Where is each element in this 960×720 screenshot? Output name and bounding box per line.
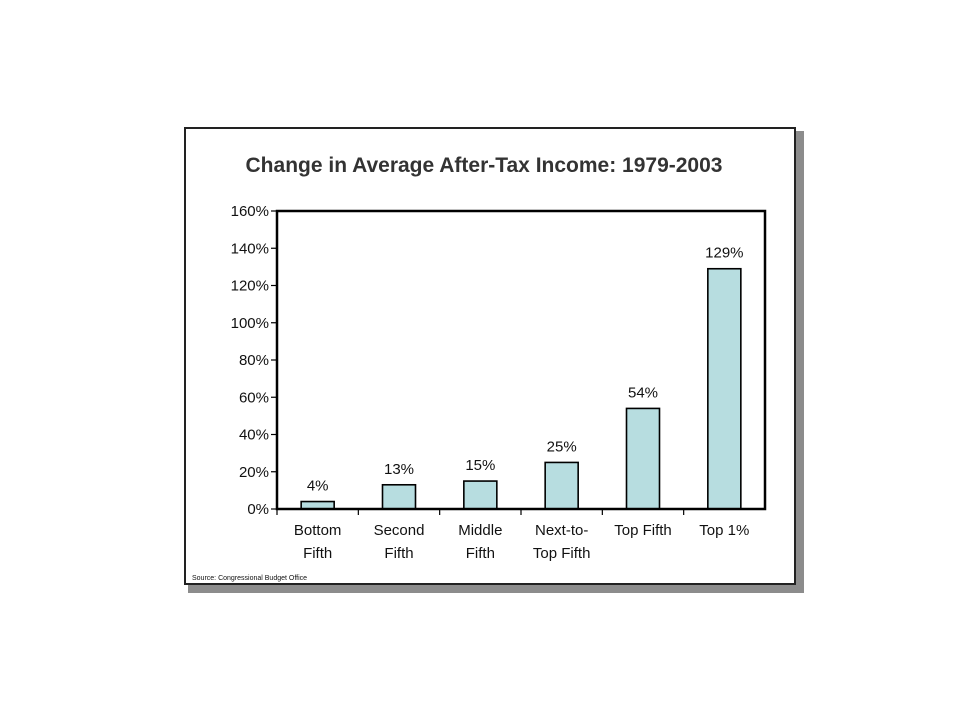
y-tick-label: 40% [239,427,269,444]
data-label: 4% [307,478,329,495]
chart-svg: Change in Average After-Tax Income: 1979… [231,154,767,562]
x-category-label: Middle [458,522,502,539]
x-category-label: Bottom [294,522,342,539]
y-tick-label: 60% [239,389,269,406]
plot-area-frame [275,209,767,511]
y-tick-label: 80% [239,352,269,369]
bar [544,461,579,510]
y-tick-label: 120% [231,278,269,295]
data-label: 15% [465,457,495,474]
x-category-label: Fifth [303,545,332,562]
y-tick-label: 100% [231,315,269,332]
x-category-label: Top 1% [699,522,749,539]
source-note: Source: Congressional Budget Office [192,575,308,582]
bar [463,480,498,510]
x-category-label: Fifth [384,545,413,562]
x-category-label: Top Fifth [533,545,591,562]
chart-title: Change in Average After-Tax Income: 1979… [246,154,723,177]
bar [625,407,661,510]
bar [707,267,742,510]
y-tick-label: 140% [231,240,269,257]
x-category-label: Top Fifth [614,522,672,539]
data-label: 54% [628,384,658,401]
x-category-label: Second [374,522,425,539]
y-axis: 0% 20% 40% 60% 80% 100% 120% 140% 160% [231,203,277,518]
bar [381,483,417,510]
data-label: 25% [547,438,577,455]
data-label: 129% [705,245,743,262]
x-axis: Bottom Fifth Second Fifth Middle Fifth Next-to… [276,509,749,562]
x-category-label: Fifth [466,545,495,562]
bars [300,267,742,510]
y-tick-label: 20% [239,464,269,481]
y-tick-label: 0% [247,501,269,518]
x-category-label: Next-to- [535,522,588,539]
data-labels: 4% 13% 15% 25% 54% 129% [307,245,744,495]
y-tick-label: 160% [231,203,269,220]
data-label: 13% [384,461,414,478]
chart-frame: Change in Average After-Tax Income: 1979… [184,127,796,585]
